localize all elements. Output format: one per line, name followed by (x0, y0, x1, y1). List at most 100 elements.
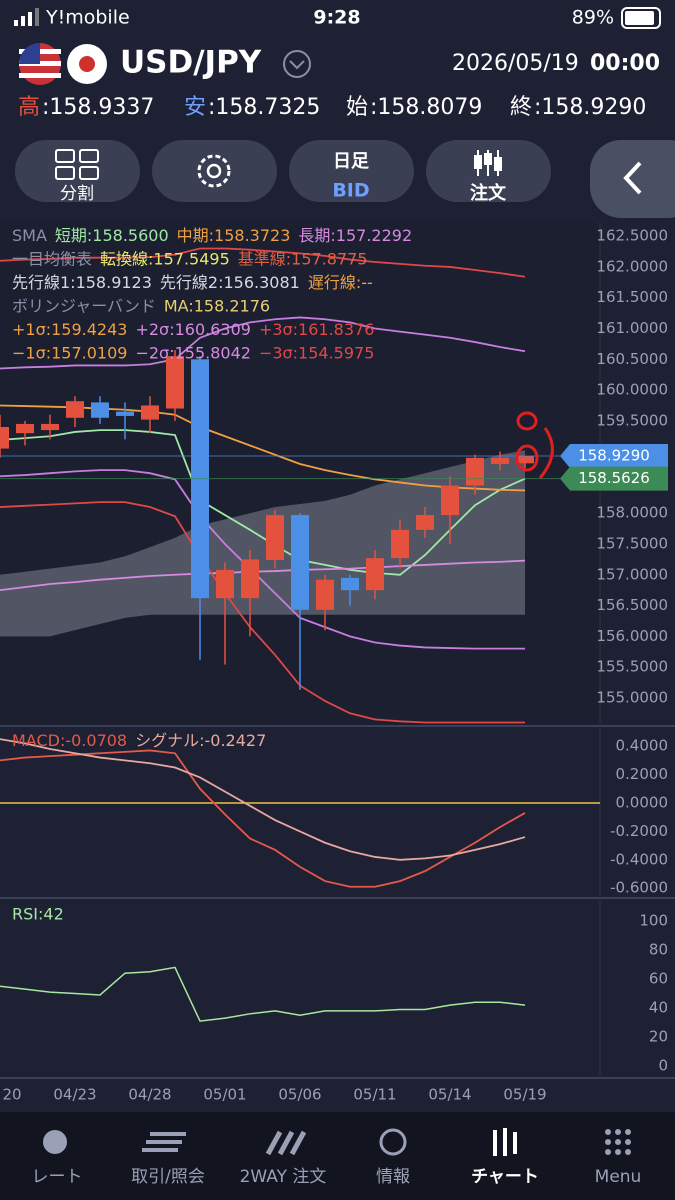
y-tick-label: 159.5000 (596, 411, 668, 429)
macd-line (0, 749, 526, 888)
nav-label[interactable]: レート (32, 1167, 83, 1187)
legend-item: 短期:158.5600 (55, 226, 169, 245)
chart: 155.0000 155.5000 156.0000 156.5000 157.0000… (0, 226, 668, 1104)
collapse-button[interactable] (590, 140, 675, 218)
y-tick-label: 20 (649, 1028, 668, 1046)
status-bar: Y!mobile 9:28 89% (14, 7, 661, 29)
x-tick-label: 05/19 (503, 1086, 546, 1104)
settings-button[interactable] (152, 140, 277, 202)
y-tick-label: 161.0000 (596, 319, 668, 337)
rsi-label: RSI:42 (12, 905, 64, 924)
header: USD/JPY 2026/05/19 00:00 高 :158.9337 安 :… (18, 43, 660, 120)
nav-label[interactable]: Menu (595, 1167, 642, 1187)
candle-body (16, 423, 34, 434)
legend-row: 一目均衡表 転換線:157.5495 基準線:157.8775 (12, 249, 368, 268)
toolbar: 分割 日足 BID 注文 (15, 140, 675, 218)
period-button[interactable] (289, 140, 414, 202)
candle-body (266, 515, 284, 561)
icon (79, 149, 99, 163)
y-tick-label: -0.2000 (610, 822, 668, 840)
nav-icons: レート 取引/照会 2WAY 注文 情報 チャート Menu (32, 1128, 642, 1187)
y-tick-label: 0.4000 (616, 737, 669, 755)
time: 00:00 (590, 51, 660, 76)
high-value: :158.9337 (42, 95, 154, 120)
x-tick-label: 05/11 (353, 1086, 396, 1104)
legend-item: 中期:158.3723 (177, 226, 291, 245)
legend-item: MACD:-0.0708 (12, 731, 127, 750)
icon (474, 155, 482, 169)
y-tick-label: 0 (658, 1057, 668, 1075)
y-tick-label: 161.5000 (596, 288, 668, 306)
close-value: :158.9290 (534, 95, 646, 120)
candle-body (391, 529, 409, 559)
indicator-line (0, 501, 525, 724)
macd-line (0, 738, 526, 861)
ichimoku-cloud (0, 450, 525, 637)
y-tick-label: -0.4000 (610, 850, 668, 868)
open-value: :158.8079 (370, 95, 482, 120)
dot (605, 1129, 611, 1135)
legend-item: 基準線:157.8775 (238, 249, 368, 268)
price-tag (560, 466, 668, 491)
gear-icon (197, 154, 231, 188)
signal-bar (28, 12, 32, 26)
battery-level (625, 11, 654, 25)
currency-pair[interactable]: USD/JPY (120, 45, 262, 81)
nav-label[interactable]: 2WAY 注文 (240, 1167, 327, 1187)
y-tick-label: 80 (649, 941, 668, 959)
y-tick-label: 162.5000 (596, 227, 668, 245)
open-key: 始 (346, 95, 368, 120)
indicator-line (0, 469, 525, 650)
dot (615, 1129, 621, 1135)
icon (79, 166, 99, 180)
nav-label[interactable]: チャート (471, 1167, 539, 1187)
legend-item: 転換線:157.5495 (100, 249, 230, 268)
y-tick-label: 0.0000 (616, 793, 669, 811)
legend-item: シグナル:-0.2427 (135, 731, 266, 750)
chevron-left (623, 161, 642, 195)
candle-body (441, 485, 459, 516)
legend-item: 先行線2:156.3081 (160, 273, 300, 292)
legend-item: +1σ:159.4243 (12, 320, 127, 339)
candle-body (116, 411, 134, 416)
legend-item: +2σ:160.6309 (135, 320, 250, 339)
nav-icon (265, 1130, 307, 1156)
dot (625, 1129, 631, 1135)
legend-item: 遅行線:-- (308, 273, 373, 292)
split-button[interactable] (15, 140, 140, 202)
nav-label[interactable]: 情報 (376, 1167, 410, 1187)
legend-item: 先行線1:158.9123 (12, 273, 152, 292)
indicator-line (0, 559, 526, 592)
button-label: 注文 (470, 182, 507, 204)
y-tick-label: 158.0000 (596, 504, 668, 522)
x-tick-label: 05/01 (203, 1086, 246, 1104)
button-label: BID (332, 180, 369, 202)
y-tick-label: 155.0000 (596, 688, 668, 706)
pair-dropdown[interactable] (283, 50, 311, 78)
price-tag-label: 158.5626 (578, 469, 650, 487)
signal-bar (21, 16, 25, 26)
y-tick-label: 156.5000 (596, 596, 668, 614)
legend-row: MACD:-0.0708 シグナル:-0.2427 (12, 731, 266, 750)
y-tick-label: 100 (639, 912, 668, 930)
y-tick-label: 160.0000 (596, 381, 668, 399)
nav-icon (379, 1128, 407, 1156)
jp-flag-dot (79, 56, 95, 72)
y-tick-label: 0.2000 (616, 765, 669, 783)
legend-item: −1σ:157.0109 (12, 343, 127, 362)
icon (55, 166, 75, 180)
annotation-circle (516, 411, 538, 431)
flag-stripe (19, 73, 61, 78)
dot (615, 1139, 621, 1145)
candle-body (291, 515, 309, 610)
price-tag-label: 158.9290 (578, 447, 650, 465)
x-tick-label: 20 (2, 1086, 21, 1104)
legend-item: −2σ:155.8042 (135, 343, 250, 362)
dot (605, 1139, 611, 1145)
icon (494, 157, 502, 171)
indicator-line (0, 404, 526, 492)
candle-body (41, 423, 59, 431)
y-tick-label: 162.0000 (596, 257, 668, 275)
nav-label[interactable]: 取引/照会 (131, 1167, 205, 1187)
